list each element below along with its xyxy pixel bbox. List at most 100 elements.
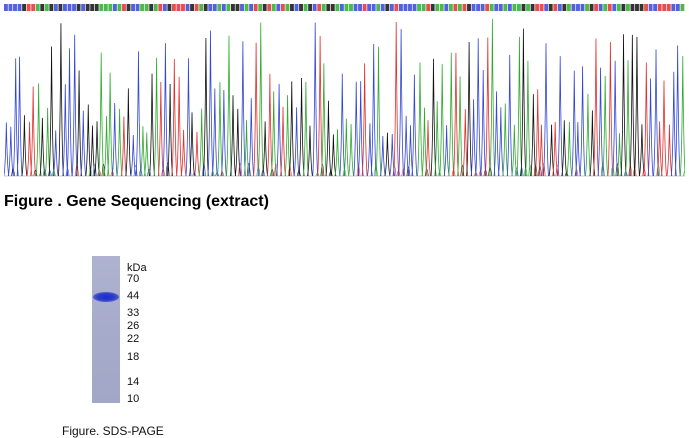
trace-noise [328,171,333,177]
trace-peak [425,120,431,177]
base-call [371,4,376,11]
base-call [231,4,235,11]
base-call [507,4,512,11]
base-call [517,4,521,11]
base-call [122,4,126,11]
trace-peak [320,63,327,177]
trace-peak [597,67,604,177]
base-call [276,4,281,11]
trace-peak [135,51,142,177]
trace-peak [149,73,155,177]
base-call [249,4,254,11]
trace-peak [58,23,64,177]
base-call [67,4,72,11]
base-call [308,4,313,11]
base-call [53,4,58,11]
trace-peak [443,125,450,177]
trace-peak [98,52,105,177]
trace-peak [448,52,455,177]
trace-peak [171,59,178,177]
trace-peak [557,56,564,177]
base-call [212,4,217,11]
trace-peak [543,43,549,177]
base-call [317,4,322,11]
trace-noise [374,165,378,177]
trace-noise [165,162,170,177]
trace-peak [270,91,277,177]
base-call [662,4,667,11]
trace-noise [514,167,519,177]
marker-label-44: 44 [127,290,140,302]
base-call [671,4,676,11]
trace-peak [230,95,236,177]
base-call [412,4,417,11]
base-call [126,4,131,11]
base-call [503,4,508,11]
trace-peak [530,94,537,177]
sds-page-figure-caption: Figure. SDS-PAGE [62,424,164,438]
trace-peak [211,88,218,177]
base-call [553,4,558,11]
trace-peak [493,91,500,177]
protein-band [93,292,119,302]
trace-peak [502,103,509,177]
base-call [594,4,599,11]
trace-peak [293,107,300,177]
trace-peak [511,124,518,177]
base-call [530,4,535,11]
base-call [258,4,263,11]
trace-peak [194,131,200,177]
trace-peak [552,121,559,177]
base-call [498,4,503,11]
base-call [185,4,190,11]
base-call [253,4,258,11]
base-call [171,4,176,11]
base-call [421,4,426,11]
base-call [680,4,685,11]
base-call [539,4,544,11]
trace-peak [579,66,586,177]
base-call [90,4,95,11]
trace-noise [215,172,219,177]
trace-noise [683,170,685,177]
trace-noise [138,169,143,177]
base-call [144,4,149,11]
base-call [353,4,358,11]
trace-noise [541,162,546,177]
trace-noise [92,163,97,177]
trace-noise [555,164,560,177]
trace-noise [238,163,242,177]
trace-peak [612,60,619,177]
trace-peak [80,110,87,177]
base-call [612,4,617,11]
trace-peak [525,60,531,177]
trace-peak [430,58,437,177]
base-call [108,4,113,11]
trace-peak [76,70,82,177]
base-call [462,4,467,11]
base-call [72,4,76,11]
trace-peak [30,86,37,177]
trace-peak [203,38,209,177]
trace-peak [243,120,250,177]
trace-noise [147,168,151,177]
base-call [312,4,317,11]
trace-peak [21,115,28,177]
base-call [380,4,385,11]
base-call [17,4,22,11]
base-call [303,4,308,11]
marker-label-26: 26 [127,320,140,332]
trace-peak [403,115,410,177]
base-call [562,4,567,11]
trace-peak [239,41,246,177]
sequencing-figure-caption: Figure . Gene Sequencing (extract) [4,193,269,210]
trace-peak [561,120,568,177]
trace-peak [679,56,685,177]
trace-peak [226,35,232,177]
base-call [408,4,412,11]
trace-peak [66,48,73,177]
base-call [621,4,626,11]
trace-noise [437,172,442,177]
trace-peak [334,129,341,177]
base-call [439,4,444,11]
